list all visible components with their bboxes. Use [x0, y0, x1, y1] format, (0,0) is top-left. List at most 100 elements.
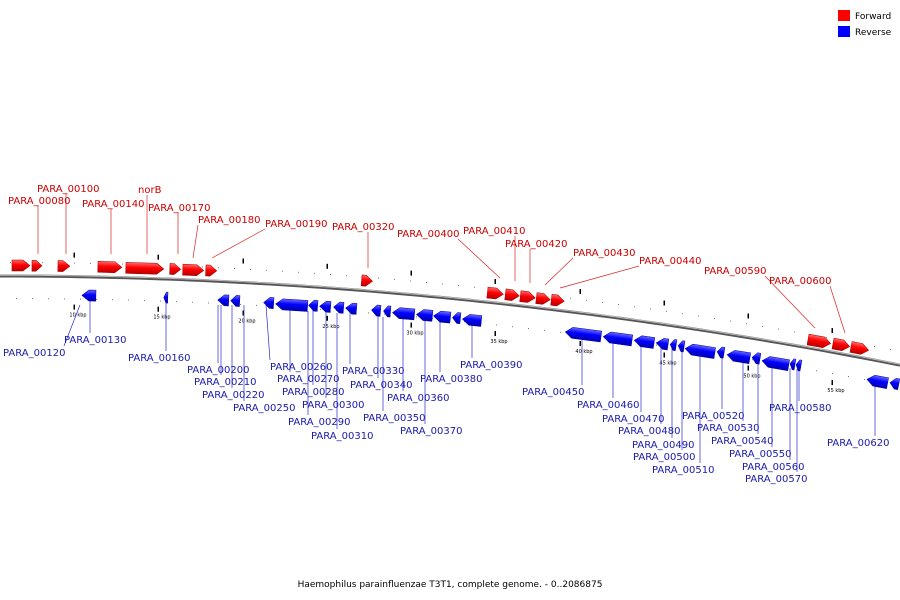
gene-label: PARA_00310 — [311, 431, 373, 442]
reverse-gene-shape — [319, 301, 331, 313]
gene-label: PARA_00370 — [400, 426, 462, 437]
gene-label: PARA_00360 — [387, 393, 449, 404]
forward-gene-shape — [170, 263, 181, 274]
legend: Forward Reverse — [838, 10, 892, 38]
kbp-label: 15 kbp — [153, 315, 170, 321]
legend-swatch-reverse — [838, 26, 850, 37]
gene-label: PARA_00100 — [37, 184, 99, 195]
gene-label: PARA_00570 — [745, 474, 807, 485]
reverse-gene-shape — [603, 331, 633, 346]
reverse-gene-arrow — [319, 301, 331, 313]
reverse-gene-arrow — [565, 327, 602, 342]
kbp-label: 30 kbp — [406, 331, 423, 337]
reverse-gene-shape — [751, 352, 761, 364]
gene-label: PARA_00330 — [342, 366, 404, 377]
gene-label: PARA_00300 — [302, 400, 364, 411]
genome-map: Forward Reverse 10 kbp 15 kbp20 kbp25 kbp… — [0, 0, 900, 600]
tick-dot — [426, 282, 427, 283]
reverse-gene-shape — [263, 297, 274, 309]
reverse-gene-arrow — [263, 297, 274, 309]
reverse-gene-shape — [345, 303, 357, 315]
gene-label: PARA_00250 — [233, 403, 295, 414]
tick-dot — [832, 373, 833, 374]
tick-dot — [192, 302, 193, 303]
tick-dot — [528, 328, 529, 329]
forward-gene-shape — [551, 294, 565, 307]
reverse-gene-shape — [275, 298, 308, 311]
reverse-gene-arrow — [684, 343, 715, 358]
gene-label: PARA_00190 — [265, 219, 327, 230]
tick-dot — [346, 275, 347, 276]
gene-label: PARA_00590 — [704, 266, 766, 277]
gene-label: PARA_00580 — [769, 403, 831, 414]
forward-gene-arrow — [205, 265, 216, 276]
reverse-gene-shape — [164, 292, 168, 303]
label-leader — [830, 286, 845, 333]
forward-gene-shape — [850, 342, 870, 356]
tick-dot — [560, 332, 561, 333]
tick-dot — [512, 326, 513, 327]
tick-dot — [826, 337, 827, 338]
gene-label: PARA_00550 — [729, 449, 791, 460]
tick-dot — [666, 311, 667, 312]
gene-label: PARA_00490 — [632, 440, 694, 451]
reverse-gene-arrow — [164, 292, 168, 303]
reverse-gene-arrow — [416, 309, 433, 321]
gene-label: PARA_00410 — [463, 226, 525, 237]
forward-gene-arrow — [551, 294, 565, 307]
forward-gene-arrow — [12, 260, 30, 271]
gene-label: PARA_00200 — [187, 365, 249, 376]
forward-gene-shape — [505, 289, 520, 302]
tick-dot — [320, 309, 321, 310]
kbp-label: 45 kbp — [659, 361, 676, 367]
tick-dot — [544, 330, 545, 331]
reverse-gene-shape — [677, 340, 685, 352]
tick-dot — [656, 345, 657, 346]
kbp-tick-bottom — [832, 380, 834, 385]
forward-gene-arrow — [32, 260, 42, 271]
gene-label: PARA_00130 — [64, 335, 126, 346]
reverse-gene-arrow — [308, 300, 318, 312]
tick-dot — [650, 309, 651, 310]
gene-label: PARA_00260 — [270, 362, 332, 373]
forward-gene-arrow — [487, 287, 504, 300]
gene-label: PARA_00420 — [505, 239, 567, 250]
tick-dot — [634, 306, 635, 307]
gene-label: PARA_00540 — [711, 436, 773, 447]
reverse-gene-arrow — [677, 340, 685, 352]
tick-dot — [794, 331, 795, 332]
reverse-gene-arrow — [669, 339, 677, 351]
reverse-gene-arrow — [795, 359, 802, 371]
kbp-label: 35 kbp — [490, 339, 507, 345]
legend-label-reverse: Reverse — [855, 28, 892, 38]
tick-dot — [384, 314, 385, 315]
forward-gene-shape — [58, 261, 70, 272]
label-leader — [458, 239, 500, 278]
forward-gene-arrow — [807, 334, 832, 349]
reverse-gene-arrow — [452, 312, 461, 324]
forward-gene-shape — [126, 262, 164, 274]
forward-gene-arrow — [520, 291, 536, 304]
tick-dot — [570, 298, 571, 299]
tick-dot — [218, 267, 219, 268]
kbp-tick-top — [580, 289, 582, 294]
tick-dot — [96, 299, 97, 300]
kbp-tick-top — [327, 264, 329, 269]
forward-gene-shape — [98, 261, 122, 273]
genome-caption: Haemophilus parainfluenzae T3T1, complet… — [298, 580, 603, 590]
reverse-gene-arrow — [866, 374, 889, 389]
gene-label: PARA_00560 — [742, 462, 804, 473]
tick-dot — [64, 298, 65, 299]
tick-dot — [234, 268, 235, 269]
forward-gene-arrow — [361, 275, 373, 287]
tick-dot — [266, 270, 267, 271]
tick-dot — [160, 301, 161, 302]
gene-label: PARA_00210 — [194, 377, 256, 388]
reverse-gene-arrow — [716, 346, 725, 358]
gene-label: PARA_00120 — [3, 348, 65, 359]
kbp-tick-top — [748, 314, 750, 319]
reverse-gene-shape — [889, 377, 900, 390]
reverse-gene-arrow — [462, 314, 482, 327]
kbp-tick-bottom — [580, 341, 582, 346]
tick-dot — [848, 376, 849, 377]
